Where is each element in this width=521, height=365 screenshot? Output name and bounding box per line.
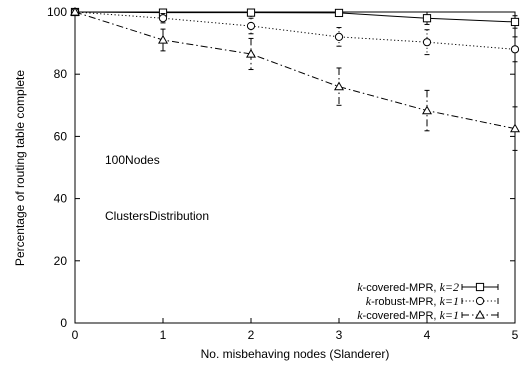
error-bar	[424, 29, 430, 56]
data-point	[421, 105, 433, 115]
axis-ticks	[74, 11, 516, 324]
series-1	[70, 7, 520, 29]
data-point	[509, 123, 521, 133]
legend-marker	[475, 282, 485, 292]
x-tick-label: 1	[160, 328, 167, 342]
annotation-distribution: ClustersDistribution	[105, 209, 209, 223]
data-point	[246, 21, 256, 31]
series-line	[74, 11, 516, 130]
legend: k-covered-MPR, k=2k-robust-MPR, k=1k-cov…	[357, 280, 499, 322]
y-tick-label: 60	[54, 129, 68, 143]
data-point	[422, 14, 432, 23]
data-point	[245, 48, 257, 58]
error-bar	[512, 106, 518, 151]
error-bar	[512, 36, 518, 63]
series-line	[74, 11, 516, 50]
y-tick-label: 40	[54, 192, 68, 206]
x-tick-label: 2	[248, 328, 255, 342]
data-point	[333, 81, 345, 91]
legend-entry-2: k-robust-MPR, k=1	[366, 294, 499, 308]
data-point	[246, 8, 256, 17]
data-point	[422, 38, 432, 47]
plot-frame	[74, 11, 516, 324]
data-point	[157, 34, 169, 44]
x-tick-label: 0	[72, 328, 79, 342]
y-axis-label: Percentage of routing table complete	[13, 70, 27, 266]
y-tick-label: 20	[54, 254, 68, 268]
legend-marker	[475, 296, 485, 306]
annotation-nodes: 100Nodes	[105, 153, 160, 167]
x-axis-label: No. misbehaving nodes (Slanderer)	[201, 347, 390, 361]
legend-marker	[474, 309, 486, 319]
data-point	[334, 8, 344, 18]
error-bar	[336, 27, 342, 47]
y-tick-label: 80	[54, 67, 68, 81]
legend-label: k-covered-MPR, k=1	[357, 308, 459, 322]
data-point	[158, 14, 168, 23]
x-tick-label: 3	[336, 328, 343, 342]
series-layer	[69, 6, 521, 151]
data-point	[334, 32, 344, 41]
data-point	[69, 6, 81, 16]
tick-labels: 0 1 2 3 4 5 0 20 40 60 80 100	[47, 5, 519, 342]
legend-label: k-covered-MPR, k=2	[357, 280, 459, 294]
series-line	[74, 11, 516, 23]
series-2	[70, 7, 520, 63]
x-tick-label: 5	[512, 328, 519, 342]
x-tick-label: 4	[424, 328, 431, 342]
legend-entry-1: k-covered-MPR, k=2	[357, 280, 499, 294]
y-tick-label: 100	[47, 5, 67, 19]
legend-entry-3: k-covered-MPR, k=1	[357, 308, 499, 322]
y-tick-label: 0	[60, 316, 67, 330]
data-point	[510, 45, 520, 54]
series-3	[69, 6, 521, 151]
data-point	[510, 17, 520, 27]
legend-label: k-robust-MPR, k=1	[366, 294, 459, 308]
